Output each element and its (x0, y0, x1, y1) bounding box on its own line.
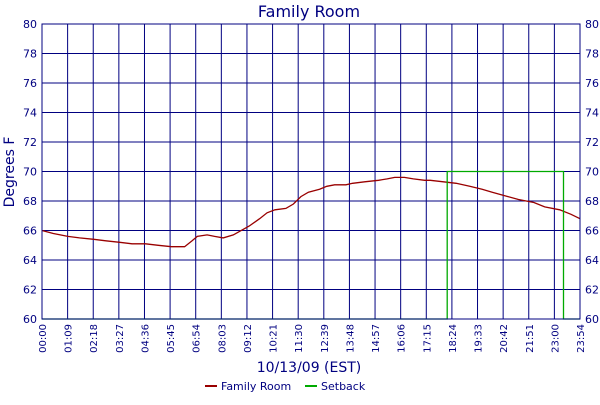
x-tick-label: 12:39 (320, 324, 331, 353)
y-tick-label-right: 66 (585, 225, 599, 238)
x-tick-label: 18:24 (448, 324, 459, 353)
y-tick-label-right: 78 (585, 48, 599, 61)
x-tick-label: 13:48 (345, 324, 356, 353)
x-tick-label: 19:33 (474, 324, 485, 353)
legend-label: Setback (321, 380, 366, 393)
y-tick-label-right: 62 (585, 284, 599, 297)
x-tick-label: 00:00 (38, 324, 49, 353)
y-tick-label-left: 62 (23, 284, 37, 297)
x-tick-label: 06:54 (192, 324, 203, 353)
y-tick-label-left: 70 (23, 166, 37, 179)
y-tick-label-right: 60 (585, 313, 599, 326)
x-tick-label: 16:06 (397, 324, 408, 353)
series-line-family-room (41, 176, 581, 248)
y-tick-label-right: 64 (585, 254, 599, 267)
y-tick-label-left: 74 (23, 107, 37, 120)
y-tick-label-right: 70 (585, 166, 599, 179)
y-tick-label-left: 78 (23, 48, 37, 61)
y-tick-label-left: 80 (23, 18, 37, 31)
y-tick-label-right: 80 (585, 18, 599, 31)
y-tick-label-left: 64 (23, 254, 37, 267)
y-tick-label-right: 76 (585, 77, 599, 90)
chart-title: Family Room (258, 2, 360, 21)
y-tick-label-left: 60 (23, 313, 37, 326)
x-tick-label: 23:00 (550, 324, 561, 353)
x-tick-label: 02:18 (89, 324, 100, 353)
x-tick-label: 21:51 (525, 324, 536, 353)
x-tick-label: 14:57 (371, 324, 382, 353)
tick-labels: 60 60 62 62 64 64 66 66 68 68 70 70 72 72 74 74 76 76 78 78… (23, 18, 599, 353)
y-tick-label-right: 68 (585, 195, 599, 208)
y-tick-label-left: 68 (23, 195, 37, 208)
plot-border (41, 23, 581, 320)
x-tick-label: 03:27 (115, 324, 126, 353)
y-tick-label-left: 72 (23, 136, 37, 149)
x-tick-label: 09:12 (243, 324, 254, 353)
x-tick-label: 01:09 (64, 324, 75, 353)
y-tick-label-right: 72 (585, 136, 599, 149)
x-axis-label: 10/13/09 (EST) (257, 360, 362, 376)
legend: Family Room Setback (205, 380, 366, 393)
x-tick-label: 23:54 (576, 324, 587, 353)
y-tick-label-left: 76 (23, 77, 37, 90)
x-tick-label: 17:15 (422, 324, 433, 353)
x-tick-label: 04:36 (140, 324, 151, 353)
y-tick-label-right: 74 (585, 107, 599, 120)
legend-label: Family Room (221, 380, 291, 393)
y-axis-label: Degrees F (2, 137, 18, 208)
x-tick-label: 08:03 (217, 324, 228, 353)
x-tick-label: 05:45 (166, 324, 177, 353)
x-tick-label: 20:42 (499, 324, 510, 353)
y-tick-label-left: 66 (23, 225, 37, 238)
x-tick-label: 10:21 (269, 324, 280, 353)
x-tick-label: 11:30 (294, 324, 305, 353)
